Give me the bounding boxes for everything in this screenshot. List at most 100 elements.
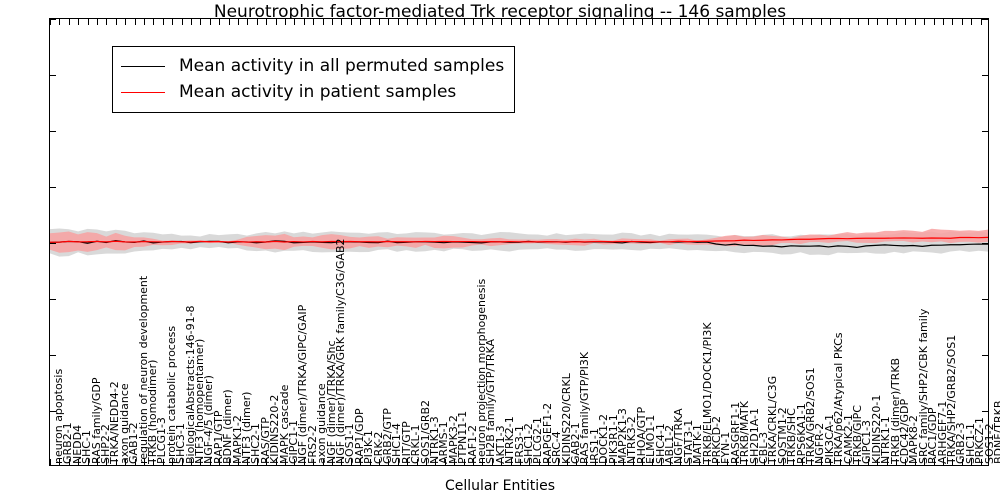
x-tick-mark — [332, 459, 333, 465]
x-tick-mark — [228, 459, 230, 465]
x-tick-mark — [219, 459, 221, 465]
x-tick-mark — [867, 19, 869, 25]
x-tick-mark — [548, 459, 550, 465]
x-tick-mark — [567, 459, 568, 465]
x-tick-mark — [576, 19, 578, 25]
x-tick-mark — [943, 459, 944, 465]
x-tick-mark — [557, 19, 559, 25]
x-tick-mark — [397, 459, 399, 465]
x-tick-mark — [585, 459, 587, 465]
x-tick-mark — [961, 459, 963, 465]
x-tick-mark — [247, 459, 249, 465]
x-tick-mark — [369, 459, 371, 465]
x-tick-mark — [341, 19, 343, 25]
x-tick-mark — [585, 19, 587, 25]
y-tick-mark — [982, 299, 988, 300]
x-tick-mark — [426, 459, 427, 465]
x-tick-mark — [247, 19, 249, 25]
x-tick-mark — [849, 459, 850, 465]
x-tick-mark — [87, 19, 89, 25]
x-tick-mark — [416, 19, 418, 25]
x-tick-mark — [78, 459, 80, 465]
x-tick-mark — [755, 459, 756, 465]
x-tick-mark — [435, 19, 437, 25]
x-tick-mark — [736, 459, 738, 465]
x-tick-mark — [144, 19, 145, 25]
x-tick-mark — [444, 19, 446, 25]
x-tick-mark — [538, 459, 540, 465]
x-tick-mark — [501, 19, 503, 25]
x-tick-mark — [115, 459, 117, 465]
x-tick-mark — [604, 19, 606, 25]
x-tick-mark — [153, 459, 155, 465]
x-tick-mark — [294, 459, 296, 465]
x-tick-mark — [200, 19, 202, 25]
x-tick-mark — [172, 19, 174, 25]
legend-label-permuted: Mean activity in all permuted samples — [179, 56, 505, 76]
x-tick-mark — [802, 19, 803, 25]
x-tick-mark — [181, 459, 183, 465]
x-tick-mark — [454, 19, 456, 25]
x-tick-mark — [886, 19, 888, 25]
x-tick-mark — [717, 19, 719, 25]
x-tick-mark — [388, 459, 390, 465]
x-tick-mark — [285, 459, 286, 465]
series-svg — [50, 228, 988, 257]
x-tick-mark — [952, 19, 954, 25]
x-tick-mark — [858, 19, 860, 25]
x-tick-mark — [407, 459, 409, 465]
x-tick-mark — [219, 19, 221, 25]
x-tick-mark — [952, 459, 954, 465]
x-tick-mark — [426, 19, 427, 25]
x-tick-mark — [491, 19, 493, 25]
x-tick-mark — [708, 459, 709, 465]
x-tick-mark — [134, 19, 136, 25]
x-tick-mark — [764, 459, 766, 465]
x-tick-mark — [266, 19, 268, 25]
x-tick-mark — [905, 19, 907, 25]
x-tick-mark — [303, 19, 305, 25]
x-tick-mark — [303, 459, 305, 465]
x-tick-mark — [379, 459, 380, 465]
y-tick-mark — [50, 411, 56, 412]
x-tick-mark — [924, 459, 926, 465]
x-tick-mark — [491, 459, 493, 465]
x-tick-mark — [783, 459, 785, 465]
x-tick-mark — [162, 459, 164, 465]
x-tick-mark — [802, 459, 803, 465]
x-tick-mark — [830, 19, 832, 25]
x-tick-mark — [538, 19, 540, 25]
y-tick-mark — [982, 411, 988, 412]
x-tick-mark — [388, 19, 390, 25]
x-tick-mark — [670, 459, 672, 465]
x-tick-mark — [811, 19, 813, 25]
x-tick-mark — [755, 19, 756, 25]
x-tick-mark — [125, 19, 127, 25]
chart-legend[interactable]: Mean activity in all permuted samples Me… — [112, 46, 516, 113]
x-tick-mark — [679, 19, 681, 25]
y-tick-mark — [50, 19, 56, 20]
x-tick-mark — [200, 459, 202, 465]
legend-item-permuted: Mean activity in all permuted samples — [121, 53, 504, 79]
x-tick-mark — [736, 19, 738, 25]
x-tick-mark — [50, 459, 51, 465]
x-tick-mark — [595, 19, 597, 25]
y-tick-mark — [50, 131, 56, 132]
x-tick-mark — [961, 19, 963, 25]
x-tick-mark — [830, 459, 832, 465]
x-tick-label: BDNF/TRKB — [992, 400, 1000, 464]
x-tick-mark — [576, 459, 578, 465]
x-tick-mark — [661, 19, 662, 25]
x-tick-mark — [632, 19, 634, 25]
x-tick-mark — [783, 19, 785, 25]
x-tick-mark — [256, 19, 258, 25]
x-tick-mark — [773, 19, 775, 25]
x-tick-mark — [209, 19, 211, 25]
x-tick-mark — [294, 19, 296, 25]
x-tick-mark — [943, 19, 944, 25]
x-tick-mark — [614, 459, 615, 465]
y-tick-mark — [982, 19, 988, 20]
x-tick-mark — [604, 459, 606, 465]
x-tick-mark — [651, 19, 653, 25]
x-tick-mark — [322, 19, 324, 25]
